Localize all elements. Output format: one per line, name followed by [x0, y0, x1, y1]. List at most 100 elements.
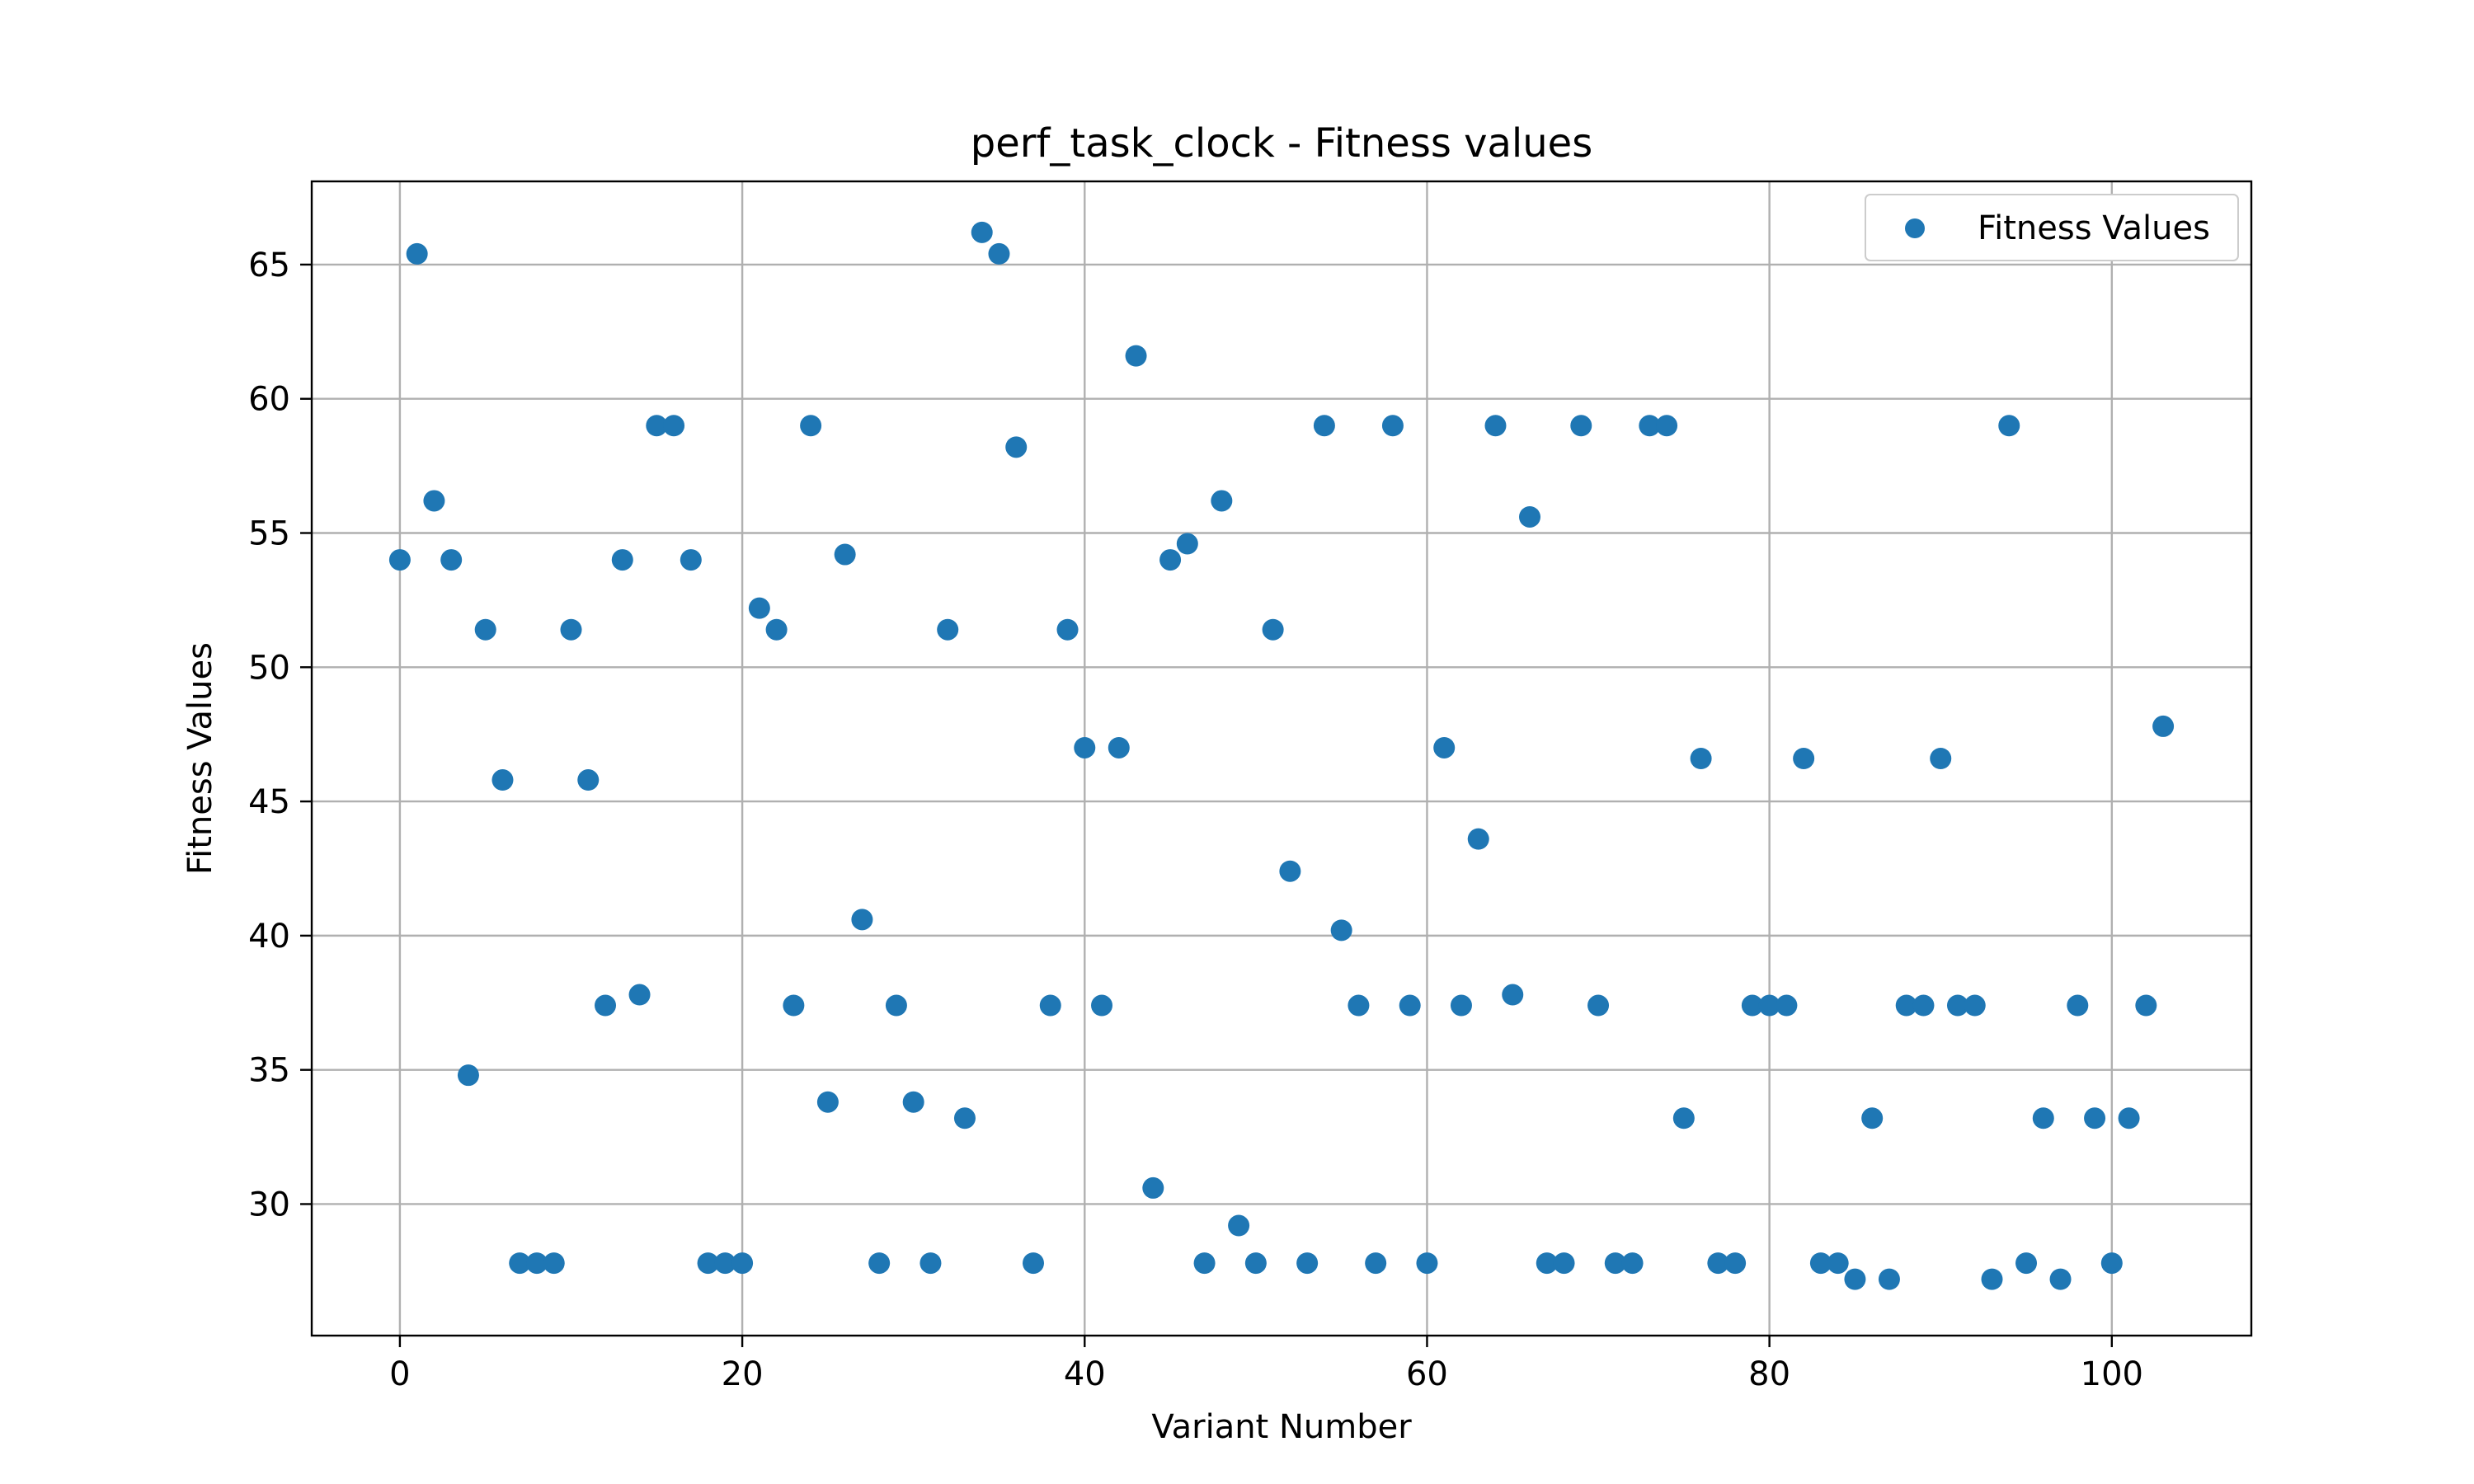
data-point: [406, 242, 428, 265]
data-point: [1861, 1107, 1884, 1129]
data-point: [1056, 618, 1079, 641]
data-point: [2152, 715, 2175, 737]
data-point: [577, 769, 600, 791]
data-point: [1074, 736, 1096, 758]
data-point: [1844, 1268, 1866, 1290]
data-point: [1381, 415, 1404, 437]
data-point: [885, 994, 907, 1017]
y-axis-label: Fitness Values: [181, 642, 219, 875]
data-point: [2067, 994, 2089, 1017]
data-point: [595, 994, 617, 1017]
data-point: [1244, 1252, 1267, 1275]
data-point: [2084, 1107, 2106, 1129]
y-tick-label: 60: [248, 381, 290, 419]
y-tick-label: 50: [248, 649, 290, 687]
data-point: [1484, 415, 1507, 437]
data-point: [1656, 415, 1678, 437]
data-point: [714, 1252, 736, 1275]
data-point: [2015, 1252, 2038, 1275]
data-point: [628, 984, 651, 1006]
data-point: [509, 1252, 531, 1275]
data-point: [953, 1107, 976, 1129]
data-point: [1672, 1107, 1695, 1129]
y-tick-label: 55: [248, 515, 290, 553]
data-point: [1621, 1252, 1644, 1275]
data-point: [1724, 1252, 1747, 1275]
x-tick-label: 100: [2081, 1355, 2143, 1393]
data-point: [1809, 1252, 1832, 1275]
data-point: [748, 597, 770, 619]
data-point: [1553, 1252, 1575, 1275]
x-tick-label: 60: [1406, 1355, 1448, 1393]
data-point: [1519, 505, 1541, 528]
data-point: [1878, 1268, 1900, 1290]
data-points: [388, 221, 2175, 1290]
data-point: [1946, 994, 1968, 1017]
plot-frame: [310, 180, 2253, 1337]
y-tick-label: 30: [248, 1186, 290, 1223]
data-point: [800, 415, 822, 437]
data-point: [1211, 490, 1233, 512]
data-point: [1348, 994, 1370, 1017]
data-point: [492, 769, 514, 791]
data-point: [1912, 994, 1935, 1017]
axis-ticks: 0 20 40 60 80 100 30 35 40 45 50 55 60 65: [248, 247, 2143, 1393]
data-point: [1707, 1252, 1729, 1275]
data-point: [474, 618, 496, 641]
y-tick-label: 35: [248, 1052, 290, 1090]
data-point: [1930, 748, 1952, 769]
data-point: [1039, 994, 1061, 1017]
data-point: [423, 490, 445, 512]
data-point: [543, 1252, 565, 1275]
x-tick-label: 80: [1748, 1355, 1790, 1393]
data-point: [902, 1091, 924, 1113]
data-point: [1467, 828, 1489, 850]
data-point: [1587, 994, 1610, 1017]
x-axis-label: Variant Number: [1151, 1408, 1412, 1446]
data-point: [2118, 1107, 2140, 1129]
data-point: [765, 618, 788, 641]
data-point: [971, 221, 993, 243]
data-point: [851, 909, 873, 931]
data-point: [1536, 1252, 1558, 1275]
data-point: [988, 242, 1010, 265]
grid: [312, 181, 2251, 1336]
data-point: [1228, 1214, 1250, 1237]
data-point: [1895, 994, 1917, 1017]
data-point: [2032, 1107, 2054, 1129]
data-point: [525, 1252, 548, 1275]
data-point: [1193, 1252, 1216, 1275]
y-tick-label: 65: [248, 247, 290, 284]
data-point: [388, 549, 411, 571]
data-point: [1022, 1252, 1044, 1275]
legend: Fitness Values: [1865, 194, 2239, 261]
data-point: [2100, 1252, 2123, 1275]
data-point: [1827, 1252, 1849, 1275]
data-point: [1776, 994, 1798, 1017]
legend-marker: [1905, 218, 1925, 238]
data-point: [697, 1252, 719, 1275]
data-point: [1690, 748, 1712, 769]
data-point: [783, 994, 805, 1017]
data-point: [1176, 533, 1198, 555]
data-point: [1262, 618, 1284, 641]
data-point: [1296, 1252, 1319, 1275]
y-tick-label: 45: [248, 783, 290, 821]
data-point: [1450, 994, 1472, 1017]
data-point: [920, 1252, 942, 1275]
x-tick-label: 0: [389, 1355, 410, 1393]
data-point: [1142, 1176, 1164, 1199]
data-point: [1159, 549, 1182, 571]
y-tick-label: 40: [248, 918, 290, 956]
data-point: [457, 1064, 479, 1087]
data-point: [1741, 994, 1763, 1017]
data-point: [1108, 736, 1130, 758]
data-point: [1570, 415, 1592, 437]
x-tick-label: 40: [1064, 1355, 1106, 1393]
data-point: [937, 618, 959, 641]
data-point: [646, 415, 668, 437]
data-point: [816, 1091, 839, 1113]
data-point: [1758, 994, 1780, 1017]
data-point: [1639, 415, 1661, 437]
data-point: [1365, 1252, 1387, 1275]
